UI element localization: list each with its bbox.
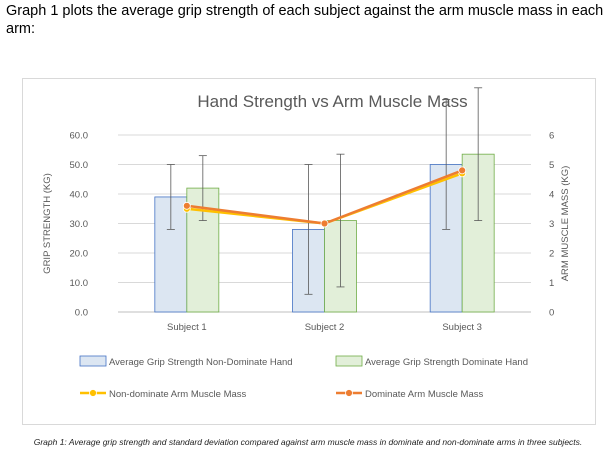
y2-tick-label: 2 [549,249,554,260]
x-tick-label: Subject 3 [442,322,482,333]
line-point [182,201,191,210]
y-tick-label: 20.0 [70,249,89,260]
chart-title: Hand Strength vs Arm Muscle Mass [197,92,467,111]
y-tick-label: 50.0 [70,160,89,171]
y2-tick-label: 5 [549,160,554,171]
legend-swatch [79,355,107,367]
line-point [458,166,467,175]
line-point [320,219,329,228]
grip-strength-chart: Hand Strength vs Arm Muscle Mass 0.0 10.0 2… [42,87,571,400]
y-axis-title: GRIP STRENGTH (KG) [42,173,53,274]
legend-label: Non-dominate Arm Muscle Mass [109,389,247,400]
legend-label: Dominate Arm Muscle Mass [365,389,484,400]
series-line [186,169,463,225]
x-tick-label: Subject 1 [167,322,207,333]
x-tick-label: Subject 2 [305,322,345,333]
y-tick-label: 10.0 [70,278,89,289]
y2-axis-title: ARM MUSCLE MASS (KG) [560,166,571,282]
y-tick-label: 0.0 [75,308,88,319]
legend-swatch [335,355,363,367]
legend-marker [345,389,353,397]
chart-frame: Hand Strength vs Arm Muscle Mass 0.0 10.0 2… [22,78,596,425]
intro-text: Graph 1 plots the average grip strength … [6,3,604,37]
legend-label: Average Grip Strength Dominate Hand [365,357,528,368]
y2-tick-label: 6 [549,131,554,142]
y-tick-label: 40.0 [70,190,89,201]
chart-caption: Graph 1: Average grip strength and stand… [33,437,583,447]
y2-tick-label: 3 [549,219,554,230]
y2-tick-label: 1 [549,278,554,289]
y2-tick-label: 4 [549,190,554,201]
y2-tick-label: 0 [549,308,554,319]
series-line [186,172,463,225]
legend-label: Average Grip Strength Non-Dominate Hand [109,357,293,368]
y-tick-label: 30.0 [70,219,89,230]
legend-marker [89,389,97,397]
y-tick-label: 60.0 [70,131,89,142]
